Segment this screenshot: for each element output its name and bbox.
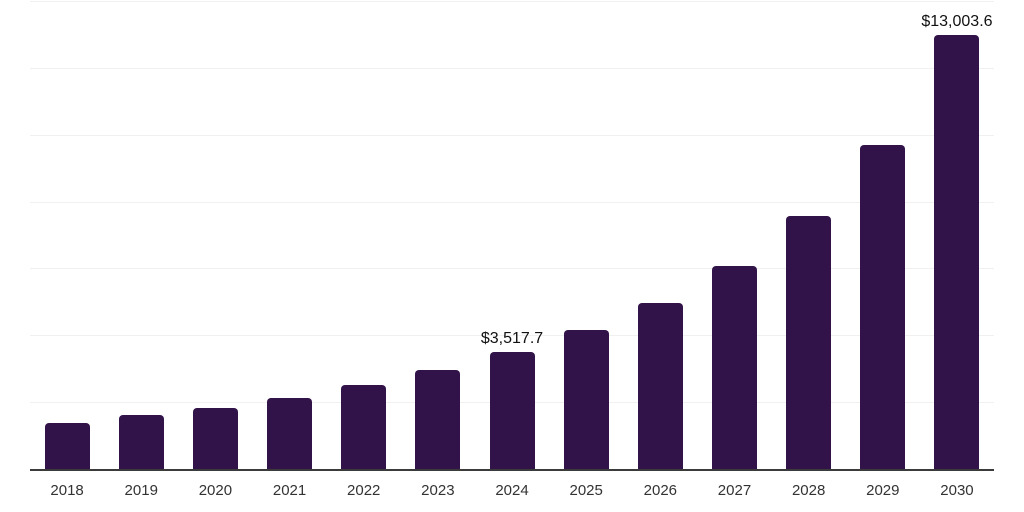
x-tick-label-2026: 2026 [643,482,678,499]
x-tick-label-2024: 2024 [495,482,529,499]
gridline-8000 [30,201,994,203]
bar-2021 [267,397,313,470]
x-tick-label-2018: 2018 [50,482,84,499]
x-axis-line [30,469,994,471]
bar-band-2025 [549,2,623,470]
x-tick-label-2025: 2025 [569,482,603,499]
bar-2022 [341,384,387,470]
bar-band-2023 [401,2,475,470]
bar-2029 [860,144,906,470]
bar-2026 [637,302,683,470]
bar-band-2028 [772,2,846,470]
value-label-2030: $13,003.6 [921,13,993,31]
gridline-6000 [30,268,994,270]
x-tick-label-2029: 2029 [866,482,900,499]
gridline-14000 [30,1,994,2]
bar-band-2019 [104,2,178,470]
bar-band-2018 [30,2,104,470]
x-tick-label-2030: 2030 [940,482,974,499]
bar-band-2030: $13,003.6 [920,2,994,470]
gridline-4000 [30,335,994,337]
bar-2020 [192,407,238,470]
bar-band-2022 [327,2,401,470]
bar-2018 [44,423,90,470]
x-axis-labels: 2018 2019 2020 2021 2022 2023 2024 2025 2026 2027… [30,482,994,500]
gridline-12000 [30,67,994,69]
bar-2024: $3,517.7 [481,331,543,470]
bar-band-2027 [697,2,771,470]
x-tick-label-2020: 2020 [198,482,233,499]
bar-band-2024: $3,517.7 [475,2,549,470]
bar-2030: $13,003.6 [921,14,993,470]
x-tick-label-2028: 2028 [791,482,826,499]
x-tick-label-2023: 2023 [421,482,455,499]
gridline-10000 [30,134,994,136]
bar-2027 [711,265,757,470]
bar-2025 [563,329,609,470]
x-tick-label-2019: 2019 [124,482,158,499]
bar-band-2021 [252,2,326,470]
bar-band-2029 [846,2,920,470]
bar-2019 [118,415,164,470]
bars: $3,517.7 $13,003.6 [30,2,994,470]
plot-area: $3,517.7 $13,003.6 [30,1,994,471]
bar-band-2026 [623,2,697,470]
x-tick-label-2022: 2022 [347,482,381,499]
bar-band-2020 [178,2,252,470]
value-label-2024: $3,517.7 [480,330,544,348]
bar-2023 [415,370,461,470]
x-tick-label-2021: 2021 [272,482,307,499]
bar-2028 [786,216,832,470]
x-tick-label-2027: 2027 [717,482,752,499]
